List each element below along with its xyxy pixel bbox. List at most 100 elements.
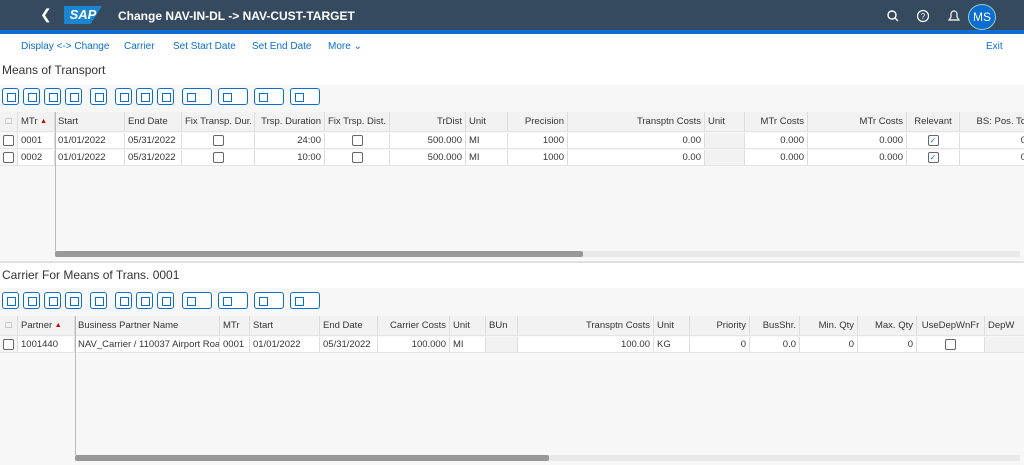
checkbox-cell[interactable]: ✓ — [907, 133, 960, 149]
logo[interactable]: SAP — [64, 6, 102, 24]
column-header[interactable]: TrDist — [390, 112, 466, 132]
table-cell[interactable]: 0 — [960, 133, 1024, 149]
row-selector[interactable] — [0, 337, 18, 353]
column-header[interactable]: Unit — [654, 316, 690, 336]
table-cell[interactable]: 0 — [960, 150, 1024, 166]
toolbar-icon[interactable] — [254, 88, 284, 105]
back-button[interactable]: ❮ — [40, 6, 52, 22]
column-header[interactable]: MTr ▲ — [18, 112, 55, 132]
checkbox-cell[interactable] — [182, 150, 255, 166]
column-header[interactable]: Fix Transp. Dur. — [182, 112, 255, 132]
column-header[interactable]: Carrier Costs — [378, 316, 450, 336]
column-header[interactable]: Start — [55, 112, 125, 132]
table-cell[interactable]: 10:00 — [255, 150, 325, 166]
toolbar-icon[interactable] — [136, 88, 153, 105]
table-cell[interactable]: 500.000 — [390, 150, 466, 166]
row-selector[interactable] — [0, 133, 18, 149]
table-cell[interactable]: 01/01/2022 — [55, 150, 125, 166]
table-cell[interactable]: 0.000 — [745, 133, 808, 149]
toolbar-icon[interactable] — [90, 88, 107, 105]
table-cell[interactable]: 24:00 — [255, 133, 325, 149]
column-header[interactable]: Precision — [508, 112, 568, 132]
scrollbar-thumb[interactable] — [55, 251, 583, 257]
column-header[interactable]: BS: Pos. To — [960, 112, 1024, 132]
toolbar-icon[interactable] — [136, 292, 153, 309]
table-cell[interactable]: 05/31/2022 — [125, 133, 182, 149]
table-cell[interactable]: MI — [466, 150, 508, 166]
column-header[interactable]: MTr Costs — [745, 112, 808, 132]
column-header[interactable]: DepW — [985, 316, 1024, 336]
table-cell[interactable]: 100.00 — [518, 337, 654, 353]
checkbox[interactable] — [351, 134, 363, 146]
toolbar-icon[interactable] — [23, 88, 40, 105]
table-cell[interactable]: KG — [654, 337, 690, 353]
column-header[interactable]: End Date — [125, 112, 182, 132]
toolbar-icon[interactable] — [2, 88, 19, 105]
table-cell[interactable]: 01/01/2022 — [250, 337, 320, 353]
column-header[interactable]: BUn — [486, 316, 518, 336]
action-button[interactable]: More ⌄ — [328, 41, 362, 52]
table-cell[interactable]: NAV_Carrier / 110037 Airport Road — [75, 337, 220, 353]
toolbar-icon[interactable] — [44, 292, 61, 309]
table-cell[interactable]: 0 — [800, 337, 858, 353]
table-cell[interactable]: 1000 — [508, 150, 568, 166]
column-header[interactable]: Transptn Costs — [568, 112, 705, 132]
toolbar-icon[interactable] — [218, 88, 248, 105]
checkbox[interactable] — [945, 338, 956, 350]
scrollbar[interactable] — [55, 251, 1020, 257]
column-header[interactable]: Priority — [690, 316, 750, 336]
checkbox[interactable]: ✓ — [927, 134, 939, 146]
avatar[interactable]: MS — [968, 4, 996, 30]
toolbar-icon[interactable] — [23, 292, 40, 309]
toolbar-icon[interactable] — [44, 88, 61, 105]
column-header[interactable]: MTr — [220, 316, 250, 336]
column-header[interactable]: Unit — [450, 316, 486, 336]
checkbox[interactable] — [351, 151, 363, 163]
table-cell[interactable]: 05/31/2022 — [125, 150, 182, 166]
column-header[interactable]: Min. Qty — [800, 316, 858, 336]
checkbox-cell[interactable] — [917, 337, 985, 353]
column-header[interactable]: Start — [250, 316, 320, 336]
table-cell[interactable]: 0002 — [18, 150, 55, 166]
table-cell[interactable]: 01/01/2022 — [55, 133, 125, 149]
row-selector[interactable] — [0, 150, 18, 166]
action-button[interactable]: Set End Date — [252, 41, 312, 52]
toolbar-icon[interactable] — [2, 292, 19, 309]
toolbar-icon[interactable] — [182, 292, 212, 309]
table-cell[interactable]: MI — [466, 133, 508, 149]
table-cell[interactable]: 0001 — [18, 133, 55, 149]
checkbox[interactable]: ✓ — [927, 151, 939, 163]
checkbox[interactable] — [212, 134, 224, 146]
splitter[interactable] — [0, 261, 1024, 263]
column-header[interactable]: Unit — [705, 112, 745, 132]
exit-button[interactable]: Exit — [986, 41, 1003, 52]
column-header[interactable]: BusShr. — [750, 316, 800, 336]
action-button[interactable]: Set Start Date — [173, 41, 236, 52]
scrollbar[interactable] — [75, 455, 1020, 461]
table-cell[interactable]: 0.0 — [750, 337, 800, 353]
checkbox[interactable] — [212, 151, 224, 163]
table-cell[interactable]: 05/31/2022 — [320, 337, 378, 353]
table-cell[interactable]: 0001 — [220, 337, 250, 353]
column-header[interactable]: Transptn Costs — [518, 316, 654, 336]
column-header[interactable]: Relevant — [907, 112, 960, 132]
toolbar-icon[interactable] — [157, 88, 174, 105]
table-cell[interactable]: 100.000 — [378, 337, 450, 353]
table-cell[interactable]: 0.00 — [568, 133, 705, 149]
toolbar-icon[interactable] — [115, 292, 132, 309]
toolbar-icon[interactable] — [90, 292, 107, 309]
column-header[interactable]: Unit — [466, 112, 508, 132]
toolbar-icon[interactable] — [182, 88, 212, 105]
toolbar-icon[interactable] — [290, 292, 320, 309]
table-cell[interactable]: 1001440 — [18, 337, 75, 353]
table-cell[interactable]: 1000 — [508, 133, 568, 149]
toolbar-icon[interactable] — [65, 88, 82, 105]
checkbox-cell[interactable] — [182, 133, 255, 149]
column-header[interactable]: End Date — [320, 316, 378, 336]
toolbar-icon[interactable] — [218, 292, 248, 309]
checkbox-cell[interactable] — [325, 133, 390, 149]
column-header[interactable]: UseDepWnFr — [917, 316, 985, 336]
action-button[interactable]: Display <-> Change — [21, 41, 110, 52]
action-button[interactable]: Carrier — [124, 41, 155, 52]
table-cell[interactable]: 0.000 — [808, 133, 907, 149]
